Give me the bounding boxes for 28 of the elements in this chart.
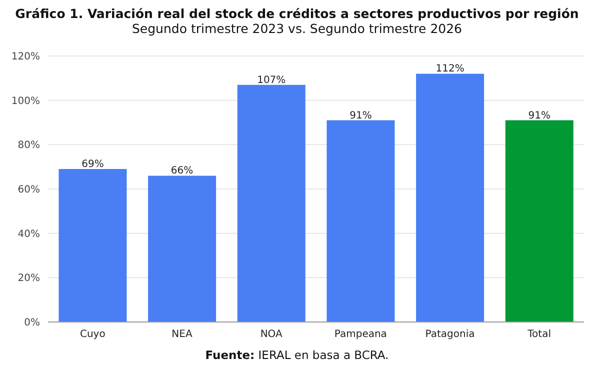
- data-label: 66%: [170, 166, 194, 177]
- bar: [416, 74, 484, 322]
- data-label: 107%: [257, 74, 286, 86]
- y-tick-label: 20%: [18, 273, 40, 284]
- bar: [237, 84, 306, 322]
- y-tick-label: 120%: [11, 52, 40, 63]
- data-label: 91%: [528, 110, 551, 122]
- chart-subtitle: Segundo trimestre 2023 vs. Segundo trimestre 2026: [130, 21, 464, 36]
- y-tick-label: 100%: [11, 96, 40, 107]
- bar: [326, 120, 395, 322]
- x-tick-label: Pampeana: [334, 329, 387, 340]
- chart-title: Gráfico 1. Variación real del stock de créditos a sectores productivos por región: [14, 6, 580, 21]
- x-tick-label: Total: [526, 329, 552, 340]
- x-tick-label: Patagonia: [425, 329, 475, 340]
- bar: [505, 120, 574, 322]
- y-tick-label: 40%: [18, 228, 40, 240]
- bar: [58, 169, 127, 322]
- x-tick-label: NOA: [260, 329, 282, 340]
- data-label: 112%: [436, 64, 464, 75]
- source-note: Fuente: IERAL en basa a BCRA.: [205, 348, 389, 362]
- bar: [148, 176, 216, 322]
- y-tick-label: 60%: [18, 184, 40, 196]
- x-tick-label: NEA: [172, 329, 192, 340]
- y-tick-label: 0%: [24, 318, 40, 329]
- data-label: 69%: [82, 159, 104, 170]
- x-tick-label: Cuyo: [80, 329, 106, 340]
- data-label: 91%: [350, 110, 372, 122]
- y-tick-label: 80%: [18, 140, 40, 152]
